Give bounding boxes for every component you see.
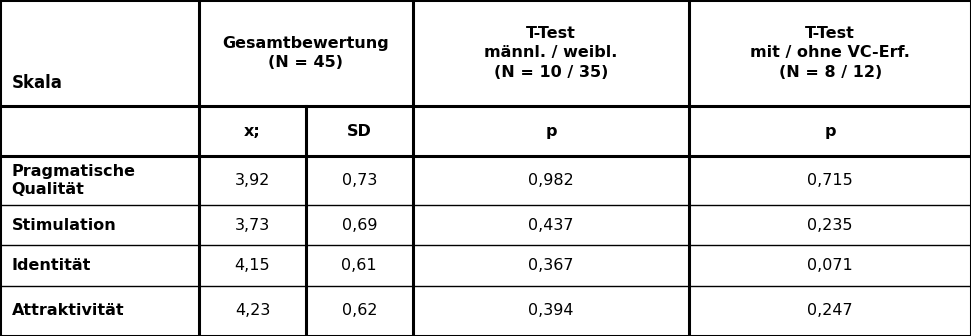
Text: Gesamtbewertung
(N = 45): Gesamtbewertung (N = 45) — [222, 36, 389, 70]
Text: 0,62: 0,62 — [342, 303, 377, 318]
Text: p: p — [824, 124, 836, 138]
Text: Attraktivität: Attraktivität — [12, 303, 124, 318]
Text: 4,23: 4,23 — [235, 303, 270, 318]
Text: Skala: Skala — [12, 74, 62, 92]
Text: T-Test
mit / ohne VC-Erf.
(N = 8 / 12): T-Test mit / ohne VC-Erf. (N = 8 / 12) — [751, 26, 910, 80]
Text: 0,235: 0,235 — [808, 218, 853, 233]
Text: 0,071: 0,071 — [807, 258, 854, 273]
Text: 3,92: 3,92 — [235, 173, 270, 188]
Text: 0,437: 0,437 — [528, 218, 574, 233]
Text: 0,394: 0,394 — [528, 303, 574, 318]
Text: 0,367: 0,367 — [528, 258, 574, 273]
Text: SD: SD — [347, 124, 372, 138]
Text: 0,715: 0,715 — [807, 173, 854, 188]
Text: 3,73: 3,73 — [235, 218, 270, 233]
Text: Stimulation: Stimulation — [12, 218, 117, 233]
Text: x;: x; — [244, 124, 261, 138]
Text: Identität: Identität — [12, 258, 91, 273]
Text: 0,69: 0,69 — [342, 218, 377, 233]
Text: Pragmatische
Qualität: Pragmatische Qualität — [12, 164, 136, 198]
Text: T-Test
männl. / weibl.
(N = 10 / 35): T-Test männl. / weibl. (N = 10 / 35) — [485, 26, 618, 80]
Text: 4,15: 4,15 — [235, 258, 270, 273]
Text: 0,247: 0,247 — [808, 303, 853, 318]
Text: 0,982: 0,982 — [528, 173, 574, 188]
Text: 0,73: 0,73 — [342, 173, 377, 188]
Text: 0,61: 0,61 — [342, 258, 377, 273]
Text: p: p — [546, 124, 556, 138]
